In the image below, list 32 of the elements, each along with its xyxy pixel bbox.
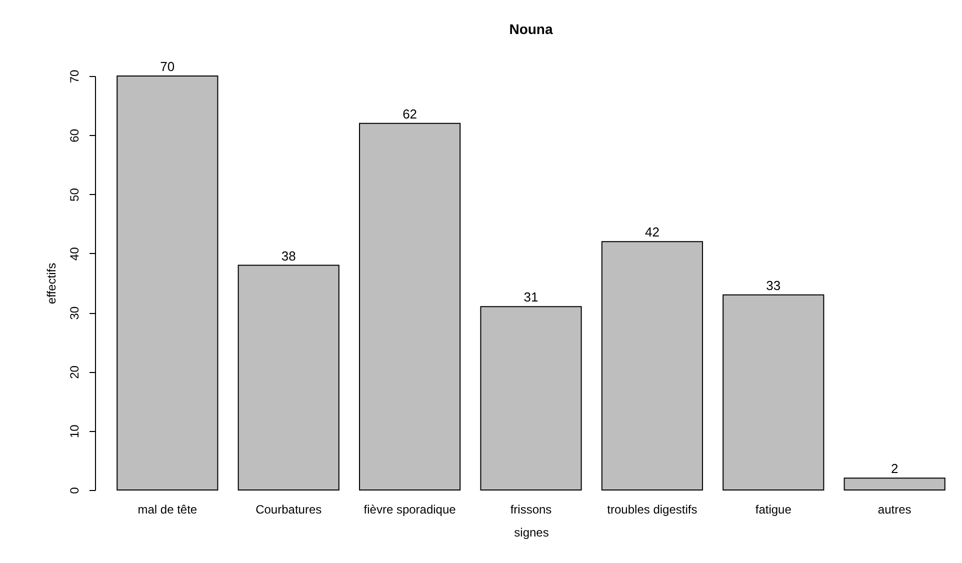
y-tick-label: 0	[68, 486, 82, 494]
y-tick-label: 20	[68, 365, 82, 379]
y-tick-label: 50	[68, 188, 82, 202]
chart-title: Nouna	[509, 21, 553, 37]
bar	[116, 76, 218, 490]
data-label: 62	[402, 106, 418, 122]
data-label: 70	[160, 59, 175, 74]
x-axis-title: signes	[514, 526, 549, 540]
x-tick-label: Courbatures	[256, 502, 322, 516]
data-label: 31	[524, 290, 538, 305]
x-tick-label: frissons	[510, 502, 552, 516]
y-tick-label: 30	[68, 306, 82, 320]
y-tick-label: 10	[68, 424, 82, 438]
bar	[238, 264, 340, 490]
data-label: 42	[644, 224, 660, 240]
bar	[359, 122, 461, 490]
y-tick-label: 60	[68, 128, 82, 142]
x-tick-label: autres	[878, 502, 912, 516]
data-label: 33	[766, 278, 781, 293]
bar	[844, 478, 946, 490]
bar	[480, 306, 582, 490]
x-tick-label: mal de tête	[138, 502, 198, 516]
x-tick-label: fatigue	[755, 502, 792, 516]
bar	[601, 241, 703, 490]
x-tick-label: fièvre sporadique	[364, 502, 456, 516]
y-tick-label: 40	[68, 246, 82, 261]
bar	[722, 294, 824, 490]
data-label: 2	[890, 461, 898, 476]
y-axis-title: effectifs	[44, 262, 58, 304]
x-tick-label: troubles digestifs	[607, 502, 698, 516]
data-label: 38	[281, 248, 296, 264]
y-tick-label: 70	[68, 70, 82, 84]
